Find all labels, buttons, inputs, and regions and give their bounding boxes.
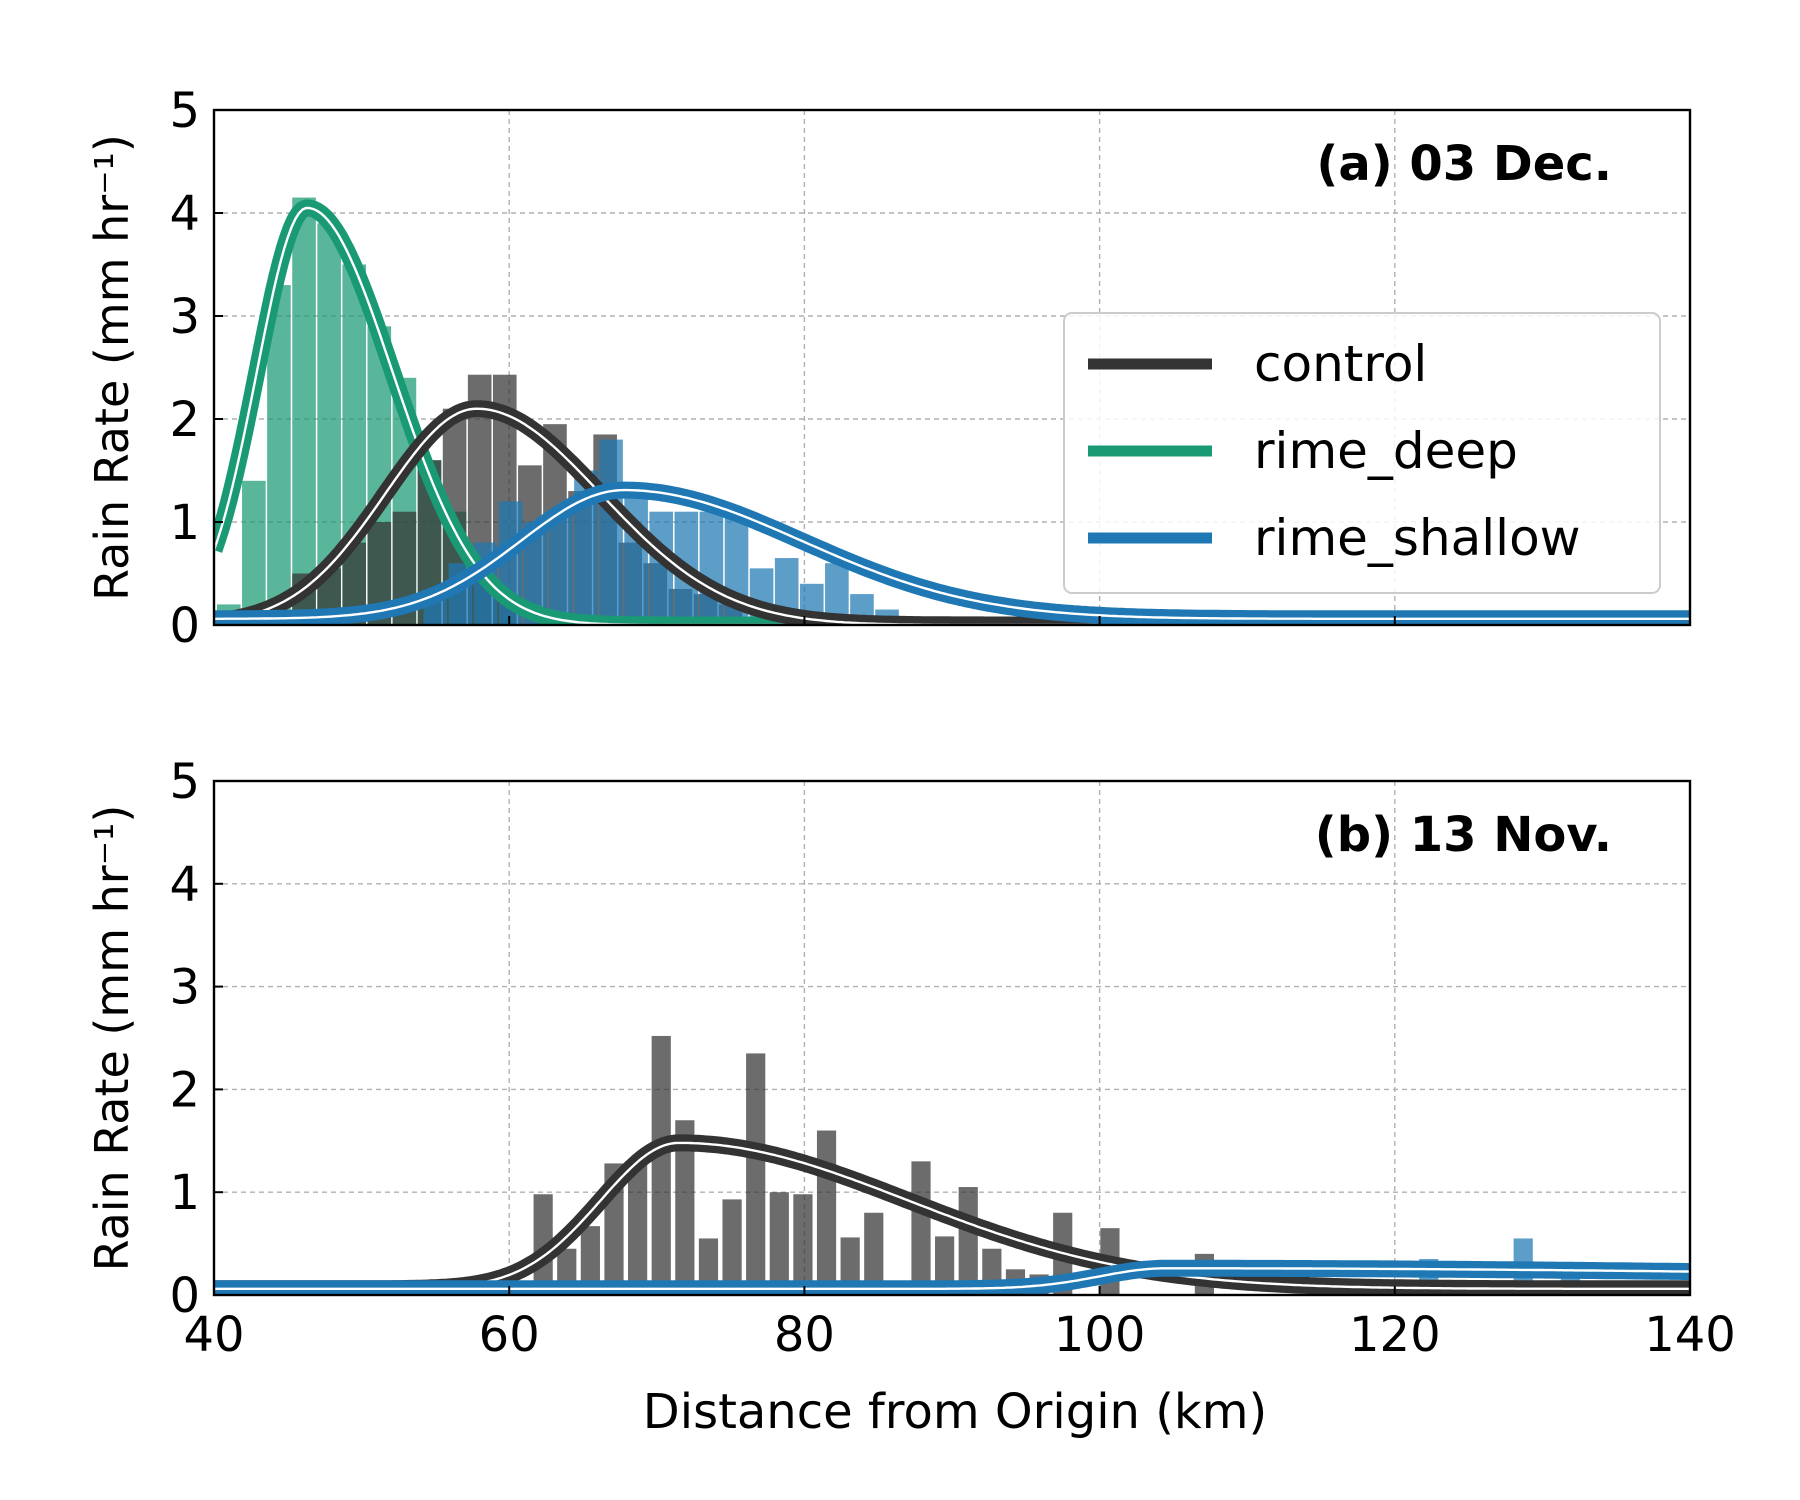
bar-rime_shallow [549,511,573,625]
legend-label-rime_shallow: rime_shallow [1254,509,1581,567]
bar-control [342,542,367,625]
y-axis-label: Rain Rate (mm hr⁻¹) [85,805,139,1272]
x-tick-label: 60 [479,1307,540,1363]
bar-control [911,1161,931,1295]
bar-rime_shallow [825,563,849,625]
y-tick-label: 3 [169,289,200,345]
bar-control [746,1053,766,1295]
y-tick-label: 5 [169,83,200,139]
y-tick-label: 5 [169,754,200,810]
y-tick-label: 1 [169,1165,200,1221]
bar-control [367,522,392,625]
panel-label: (b) 13 Nov. [1315,807,1612,863]
x-tick-label: 120 [1349,1307,1441,1363]
bar-control [864,1212,884,1295]
x-tick-label: 80 [774,1307,835,1363]
bar-control [816,1130,837,1295]
bar-control [958,1187,978,1295]
legend-label-control: control [1254,335,1427,393]
bar-control [769,1192,789,1295]
legend-box [1063,312,1661,594]
panel-b: 40 60 80 100 120 140 0 1 2 3 4 5 Rain Rate (mm hr⁻¹)… [85,754,1736,1363]
grid [214,781,1690,1295]
bar-control [651,1035,671,1295]
bar-rime_deep [267,285,291,625]
panel-label: (a) 03 Dec. [1316,136,1612,192]
x-tick-label: 100 [1054,1307,1146,1363]
y-tick-label: 0 [169,598,200,654]
bar-control [580,1226,600,1295]
y-tick-label: 0 [169,1268,200,1324]
y-tick-label: 4 [169,857,200,913]
bar-rime_deep [242,480,266,625]
x-tick-label: 140 [1644,1307,1736,1363]
bar-rime_deep [317,223,341,625]
bar-control [793,1194,813,1295]
axes-frame [212,108,1692,627]
plot-area [214,1035,1690,1295]
bar-control [628,1163,648,1295]
x-tick-label: 40 [183,1307,244,1363]
y-tick-label: 2 [169,1062,200,1118]
fit-curve-highlight-rime_deep [214,206,1690,625]
bar-rime_shallow [699,511,724,625]
bar-control [675,1120,695,1295]
fit-curve-highlight-rime_shallow [214,1267,1690,1290]
legend: control rime_deep rime_shallow [1063,312,1661,594]
legend-label-rime_deep: rime_deep [1254,422,1518,480]
bar-rime_deep [292,197,316,625]
y-tick-label: 1 [169,495,200,551]
y-axis-label: Rain Rate (mm hr⁻¹) [85,134,139,601]
y-tick-label: 4 [169,186,200,242]
panel-a: 0 1 2 3 4 5 Rain Rate (mm hr⁻¹) (a) 03 Dec. cont… [85,83,1692,654]
bar-rime_shallow [624,485,648,625]
bar-control [722,1199,742,1295]
bar-rime_shallow [599,439,623,625]
bar-rime_shallow [523,522,548,625]
axes-frame [212,779,1692,1297]
y-tick-label: 2 [169,392,200,448]
fit-curve-highlight-rime_shallow [214,488,1690,620]
y-tick-label: 3 [169,960,200,1016]
x-axis-label: Distance from Origin (km) [643,1384,1267,1440]
